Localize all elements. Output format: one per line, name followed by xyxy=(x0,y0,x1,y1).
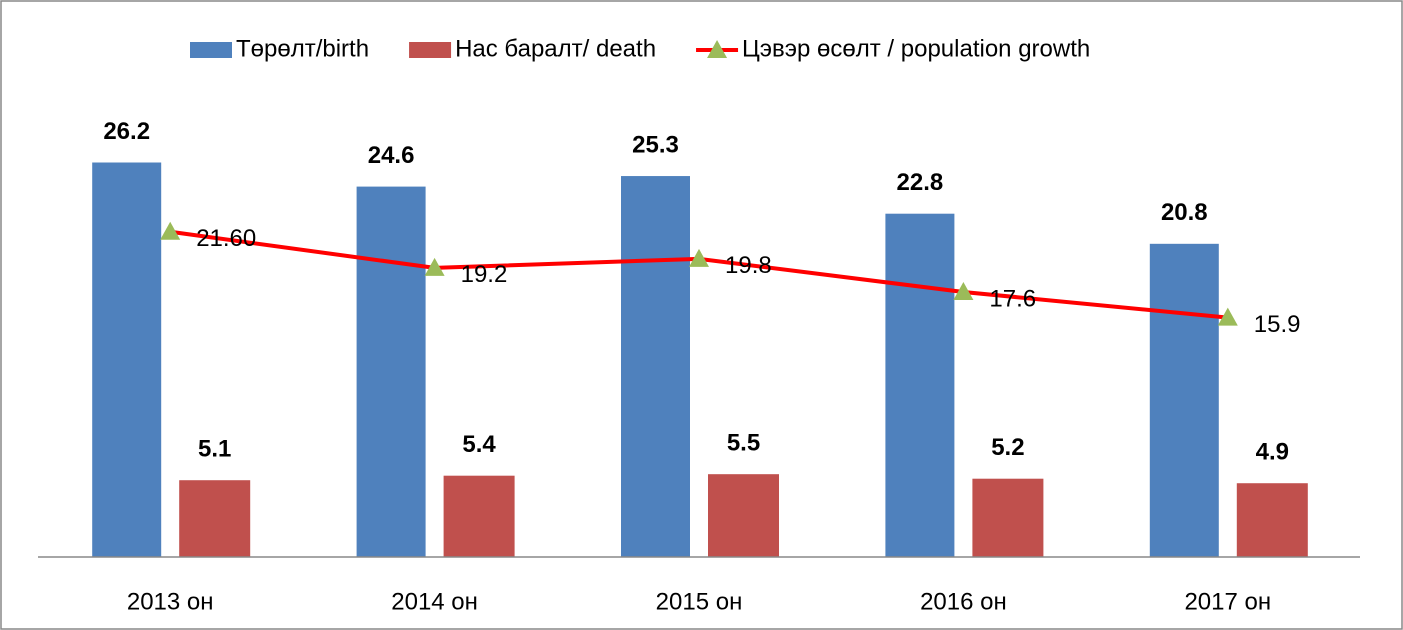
legend-swatch xyxy=(409,42,452,58)
data-label: 5.4 xyxy=(462,431,496,458)
bar xyxy=(708,474,779,557)
line-marker xyxy=(424,257,445,276)
legend-swatch xyxy=(190,42,232,58)
line-marker xyxy=(689,248,709,267)
x-tick-label: 2013 он xyxy=(127,588,214,615)
x-tick-label: 2015 он xyxy=(656,588,743,615)
bar xyxy=(179,480,251,557)
data-label: 21.60 xyxy=(196,225,256,252)
data-label: 25.3 xyxy=(632,131,679,158)
legend-label: Цэвэр өсөлт / population growth xyxy=(742,35,1090,62)
bar xyxy=(972,478,1044,557)
data-label: 22.8 xyxy=(897,169,944,196)
data-label: 5.5 xyxy=(727,430,760,457)
bar xyxy=(356,186,426,557)
data-label: 17.6 xyxy=(989,285,1036,312)
legend-label: Төрөлт/birth xyxy=(236,35,369,62)
data-label: 26.2 xyxy=(103,118,150,145)
x-tick-label: 2014 он xyxy=(391,588,478,615)
bar xyxy=(443,475,515,557)
data-label: 5.2 xyxy=(991,434,1024,461)
legend-marker xyxy=(707,40,728,58)
legend-label: Нас баралт/ death xyxy=(455,35,656,62)
data-label: 19.2 xyxy=(461,261,508,288)
data-label: 15.9 xyxy=(1254,311,1301,338)
bar xyxy=(1149,243,1219,557)
bar xyxy=(885,213,955,557)
line-marker xyxy=(160,221,181,240)
x-tick-label: 2017 он xyxy=(1184,588,1271,615)
data-label: 24.6 xyxy=(368,142,415,169)
bar xyxy=(92,162,162,557)
bar xyxy=(1236,483,1308,557)
x-tick-label: 2016 он xyxy=(920,588,1007,615)
data-label: 4.9 xyxy=(1256,439,1289,466)
data-label: 19.8 xyxy=(725,252,772,279)
line-marker xyxy=(953,281,974,300)
data-label: 20.8 xyxy=(1161,199,1208,226)
bar xyxy=(621,176,690,557)
data-label: 5.1 xyxy=(198,436,231,463)
line-marker xyxy=(1217,307,1238,326)
